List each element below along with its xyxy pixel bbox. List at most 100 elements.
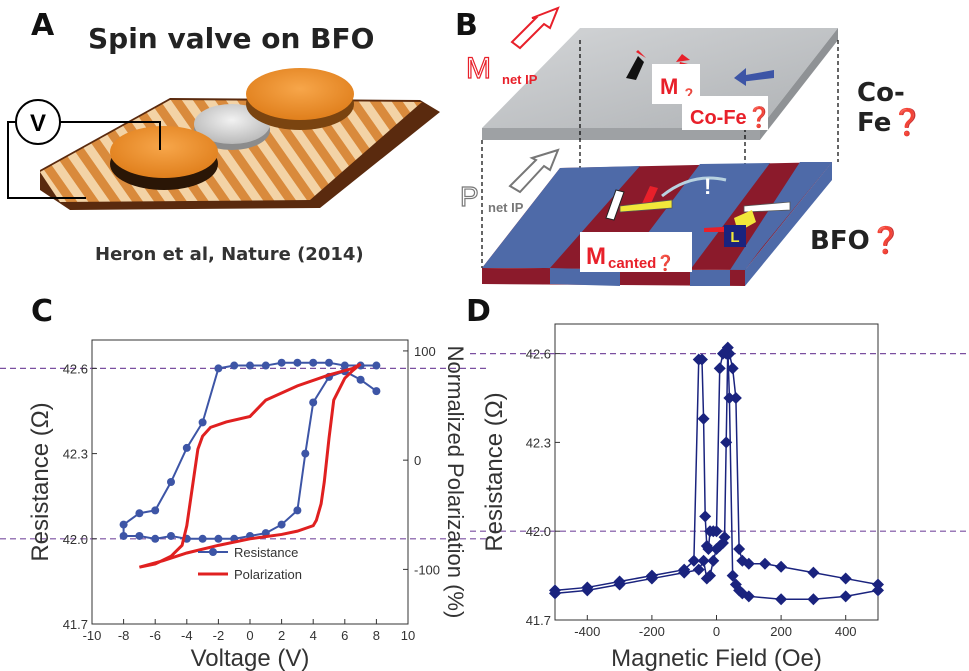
p-net-arrow-icon	[508, 148, 560, 194]
series-polarization-line	[139, 362, 362, 569]
resistance-point	[309, 398, 318, 407]
svg-text:net IP: net IP	[488, 200, 524, 215]
resistance-point	[301, 449, 310, 458]
y-tick-label: 42.3	[526, 435, 551, 450]
l-box	[724, 225, 746, 247]
chart-c: -10 -8 -6 -4 -2 0 2 4 6 8 10 41.7 42.0 42.3 42.6 -100 0 1…	[0, 339, 490, 671]
resistance-point	[214, 364, 223, 373]
chart-d: -400 -200 0 200 400 41.7 42.0 42.3 42.6 Magnetic …	[470, 323, 969, 671]
x-axis-label: Voltage (V)	[191, 645, 310, 671]
panel-c-letter: C	[31, 294, 54, 329]
voltmeter-symbol: V	[30, 110, 46, 137]
data-point	[695, 353, 708, 366]
y-axis-label: Resistance (Ω)	[27, 402, 54, 561]
resistance-point	[340, 361, 349, 370]
data-point	[549, 587, 561, 600]
data-point	[721, 341, 734, 354]
resistance-point	[293, 506, 302, 515]
data-point	[729, 578, 742, 591]
resistance-point	[372, 361, 381, 370]
m-canted-box	[580, 232, 692, 272]
data-point	[729, 392, 742, 404]
x-tick-label: -4	[181, 628, 193, 643]
x-tick-label: -10	[83, 628, 102, 643]
resistance-point	[167, 478, 175, 486]
data-point	[742, 557, 755, 570]
data-point	[697, 554, 710, 567]
panel-b-letter: B	[455, 8, 478, 43]
data-point	[713, 540, 726, 552]
data-point	[697, 412, 710, 425]
voltmeter-circuit: V	[7, 99, 161, 199]
resistance-point	[309, 358, 318, 367]
m-net-arrow-icon	[510, 6, 560, 50]
data-point	[872, 584, 884, 597]
resistance-point	[277, 358, 286, 367]
x-tick-label: -400	[574, 624, 600, 639]
resistance-point	[325, 358, 333, 367]
y-tick-label: 42.0	[526, 524, 551, 539]
bfo-layer-label: BFO❓	[810, 226, 903, 256]
y2-axis-label: Normalized Polarization (%)	[443, 346, 468, 619]
svg-text:P: P	[460, 181, 479, 212]
svg-text:M: M	[466, 52, 491, 85]
resistance-point	[372, 387, 381, 396]
l-label: L	[730, 229, 739, 246]
resistance-point	[261, 361, 270, 370]
data-point	[775, 560, 788, 573]
m-canted-subscript: canted❓	[608, 254, 675, 272]
resistance-point	[293, 358, 302, 367]
bfo-yellow-arrow-icon	[619, 199, 673, 213]
spin-valve-illustration: V	[7, 68, 440, 210]
x-tick-label: 0	[246, 628, 253, 643]
exclamation-label: !	[704, 174, 711, 199]
data-point	[758, 557, 771, 570]
data-point	[713, 362, 726, 375]
resistance-point	[119, 531, 128, 540]
y2-tick-label: -100	[414, 562, 440, 577]
layer-schematic: L M net IP P net IP M ❓ Co-Fe❓ ! M cante…	[459, 6, 839, 286]
data-point	[710, 525, 723, 538]
y-tick-label: 42.3	[63, 447, 88, 462]
data-point	[687, 554, 700, 567]
x-tick-label: 8	[373, 628, 380, 643]
svg-text:net IP: net IP	[502, 72, 538, 87]
resistance-point	[119, 520, 128, 529]
cofe-layer-label: Co-Fe❓	[857, 78, 924, 138]
data-point	[726, 362, 739, 375]
x-tick-label: -200	[639, 624, 665, 639]
data-point	[726, 569, 739, 582]
gold-electrode-right	[246, 68, 354, 130]
rotation-arrow-icon	[661, 176, 727, 198]
data-point	[692, 563, 705, 576]
x-tick-label: 2	[278, 628, 285, 643]
x-tick-label: 6	[341, 628, 348, 643]
panel-a-letter: A	[31, 8, 55, 43]
cofe-red-label: Co-Fe❓	[690, 105, 772, 129]
p-net-label: P net IP	[459, 180, 524, 215]
resistance-point	[356, 375, 365, 384]
resistance-point	[214, 534, 223, 543]
y-tick-label: 42.6	[63, 361, 88, 376]
panel-a-title: Spin valve on BFO	[88, 22, 375, 55]
data-point	[678, 566, 691, 579]
panel-d-letter: D	[466, 294, 491, 329]
resistance-point	[135, 531, 144, 540]
resistance-point	[230, 361, 239, 370]
resistance-point	[277, 520, 286, 529]
data-point	[581, 584, 594, 597]
resistance-point	[198, 534, 207, 543]
data-point	[723, 347, 736, 360]
x-tick-label: -2	[213, 628, 225, 643]
data-point	[702, 542, 715, 555]
m-canted-label: M	[586, 243, 606, 270]
panel-a-citation: Heron et al, Nature (2014)	[95, 244, 364, 265]
cofe-arrow-black-icon	[626, 50, 646, 80]
cofe-red-box	[682, 96, 768, 130]
y2-tick-label: 0	[414, 453, 421, 468]
data-point	[720, 436, 733, 449]
x-tick-label: -8	[118, 628, 130, 643]
cofe-arrow-blue-icon	[734, 68, 774, 86]
x-tick-label: 4	[310, 628, 317, 643]
x-axis-label: Magnetic Field (Oe)	[611, 645, 822, 671]
